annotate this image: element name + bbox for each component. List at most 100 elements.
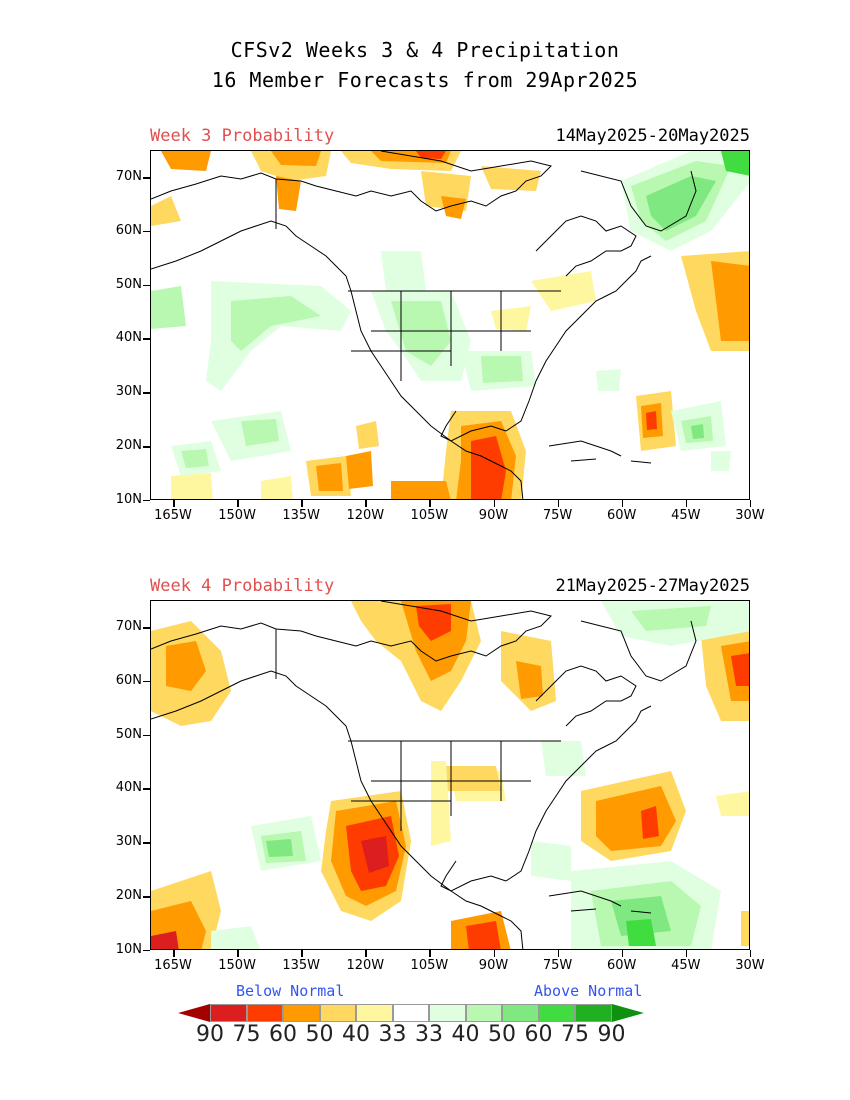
colorbar-right-arrow	[611, 1004, 644, 1022]
week3-map	[150, 150, 750, 500]
lat-label: 10N	[115, 941, 142, 957]
lat-label: 10N	[115, 491, 142, 507]
colorbar-cell	[319, 1004, 356, 1022]
lat-tick	[143, 788, 150, 790]
lat-tick	[143, 499, 150, 502]
lon-tick	[301, 950, 303, 957]
colorbar-cell	[392, 1004, 429, 1022]
colorbar-cell	[356, 1004, 393, 1022]
colorbar-cell	[575, 1004, 612, 1022]
colorbar-cell	[246, 1004, 283, 1022]
lon-tick	[557, 500, 560, 507]
lon-tick	[237, 950, 239, 957]
lon-label: 150W	[218, 958, 256, 973]
lat-label: 60N	[115, 222, 142, 238]
lon-tick	[237, 500, 239, 507]
lon-label: 135W	[282, 508, 321, 523]
lat-label: 50N	[115, 726, 142, 742]
week4-label: Week 4 Probability	[150, 576, 335, 596]
colorbar-value: 50	[305, 1022, 334, 1047]
lat-label: 70N	[115, 619, 142, 634]
week3-below-normal-areas	[151, 151, 749, 499]
lon-tick	[365, 950, 367, 957]
lon-tick	[685, 500, 688, 507]
lon-tick	[749, 950, 752, 957]
lat-label: 40N	[115, 330, 142, 346]
lon-label: 120W	[346, 958, 385, 973]
lat-label: 20N	[115, 438, 142, 453]
week4-dates: 21May2025-27May2025	[555, 576, 750, 596]
lon-label: 30W	[735, 508, 765, 523]
lon-tick	[173, 950, 175, 957]
lat-tick	[143, 896, 150, 898]
lon-label: 90W	[478, 508, 509, 523]
lat-tick	[143, 338, 150, 340]
week3-dates: 14May2025-20May2025	[555, 126, 750, 146]
lat-tick	[143, 627, 150, 629]
lon-label: 150W	[218, 508, 256, 523]
lon-tick	[749, 500, 752, 507]
lon-label: 45W	[671, 958, 701, 973]
colorbar-value: 75	[561, 1022, 589, 1047]
lat-label: 40N	[115, 780, 142, 796]
lon-label: 105W	[410, 508, 449, 523]
week3-label: Week 3 Probability	[150, 126, 335, 146]
lon-label: 105W	[410, 958, 449, 973]
week3-above-normal-areas	[151, 151, 749, 476]
lon-tick	[429, 950, 431, 957]
lon-label: 165W	[154, 508, 192, 523]
lon-label: 60W	[606, 958, 637, 973]
lat-tick	[143, 734, 150, 737]
week4-above-normal-areas	[211, 601, 749, 949]
colorbar-value: 40	[342, 1022, 370, 1047]
colorbar-cell	[429, 1004, 466, 1022]
lon-tick	[621, 950, 624, 957]
lon-tick	[621, 500, 624, 507]
chart-title-line2: 16 Member Forecasts from 29Apr2025	[211, 68, 639, 92]
lat-tick	[143, 680, 150, 683]
lat-tick	[143, 392, 150, 394]
below-normal-label: Below Normal	[236, 982, 345, 1000]
colorbar-left-arrow	[178, 1004, 210, 1022]
week3-coastlines	[151, 151, 697, 499]
lon-label: 75W	[542, 508, 573, 523]
colorbar-cell	[210, 1004, 247, 1022]
lon-tick	[685, 950, 688, 957]
lat-tick	[143, 230, 150, 233]
lat-tick	[143, 949, 150, 952]
colorbar-value: 90	[196, 1022, 224, 1047]
lat-label: 70N	[115, 169, 142, 184]
lat-tick	[143, 177, 150, 179]
lon-label: 165W	[154, 958, 192, 973]
week4-map	[150, 600, 750, 950]
lat-label: 20N	[115, 888, 142, 903]
lat-tick	[143, 284, 150, 287]
colorbar-value: 33	[378, 1022, 407, 1047]
lat-tick	[143, 446, 150, 448]
colorbar-cell	[465, 1004, 502, 1022]
lon-tick	[173, 500, 175, 507]
lat-label: 30N	[115, 834, 142, 850]
lat-label: 60N	[115, 672, 142, 688]
lon-tick	[429, 500, 431, 507]
colorbar-value: 90	[597, 1022, 626, 1047]
lon-label: 90W	[478, 958, 509, 973]
lat-label: 50N	[115, 276, 142, 292]
colorbar-cell	[283, 1004, 320, 1022]
lat-tick	[143, 842, 150, 844]
lon-tick	[493, 500, 495, 507]
lon-label: 75W	[542, 958, 573, 973]
colorbar-value: 40	[451, 1022, 480, 1047]
colorbar-cell	[502, 1004, 539, 1022]
lat-label: 30N	[115, 384, 142, 400]
week4-coastlines	[151, 601, 697, 949]
colorbar-value: 75	[232, 1022, 261, 1047]
lon-label: 60W	[606, 508, 637, 523]
lon-label: 30W	[735, 958, 765, 973]
lon-tick	[365, 500, 367, 507]
above-normal-label: Above Normal	[534, 982, 643, 1000]
week4-below-normal-areas	[151, 601, 749, 949]
lon-tick	[493, 950, 495, 957]
chart-title-line1: CFSv2 Weeks 3 & 4 Precipitation	[230, 38, 620, 62]
lon-label: 120W	[346, 508, 385, 523]
